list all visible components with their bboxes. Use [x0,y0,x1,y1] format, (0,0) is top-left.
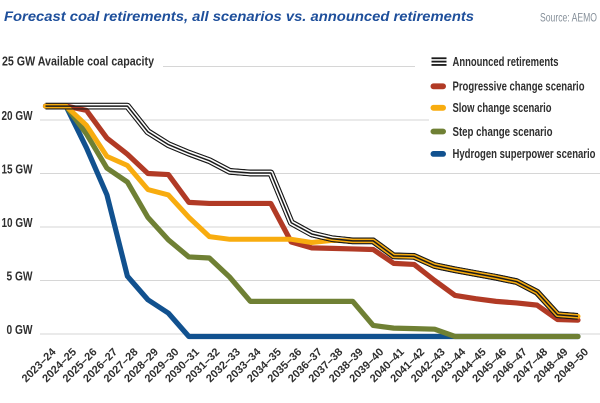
svg-text:Hydrogen superpower scenario: Hydrogen superpower scenario [453,147,596,161]
svg-text:5 GW: 5 GW [7,270,33,284]
svg-text:15 GW: 15 GW [2,163,33,177]
svg-text:Slow change scenario: Slow change scenario [453,101,552,115]
svg-text:0 GW: 0 GW [7,323,33,337]
svg-text:Announced retirements: Announced retirements [453,55,559,69]
svg-text:Progressive change scenario: Progressive change scenario [453,80,585,94]
svg-text:20 GW: 20 GW [2,109,33,123]
svg-text:Step change scenario: Step change scenario [453,125,553,139]
svg-text:Source: AEMO: Source: AEMO [540,11,597,25]
svg-text:Forecast coal retirements, all: Forecast coal retirements, all scenarios… [4,8,474,24]
svg-text:10 GW: 10 GW [2,216,33,230]
svg-text:25 GW Available coal capacity: 25 GW Available coal capacity [2,54,155,69]
